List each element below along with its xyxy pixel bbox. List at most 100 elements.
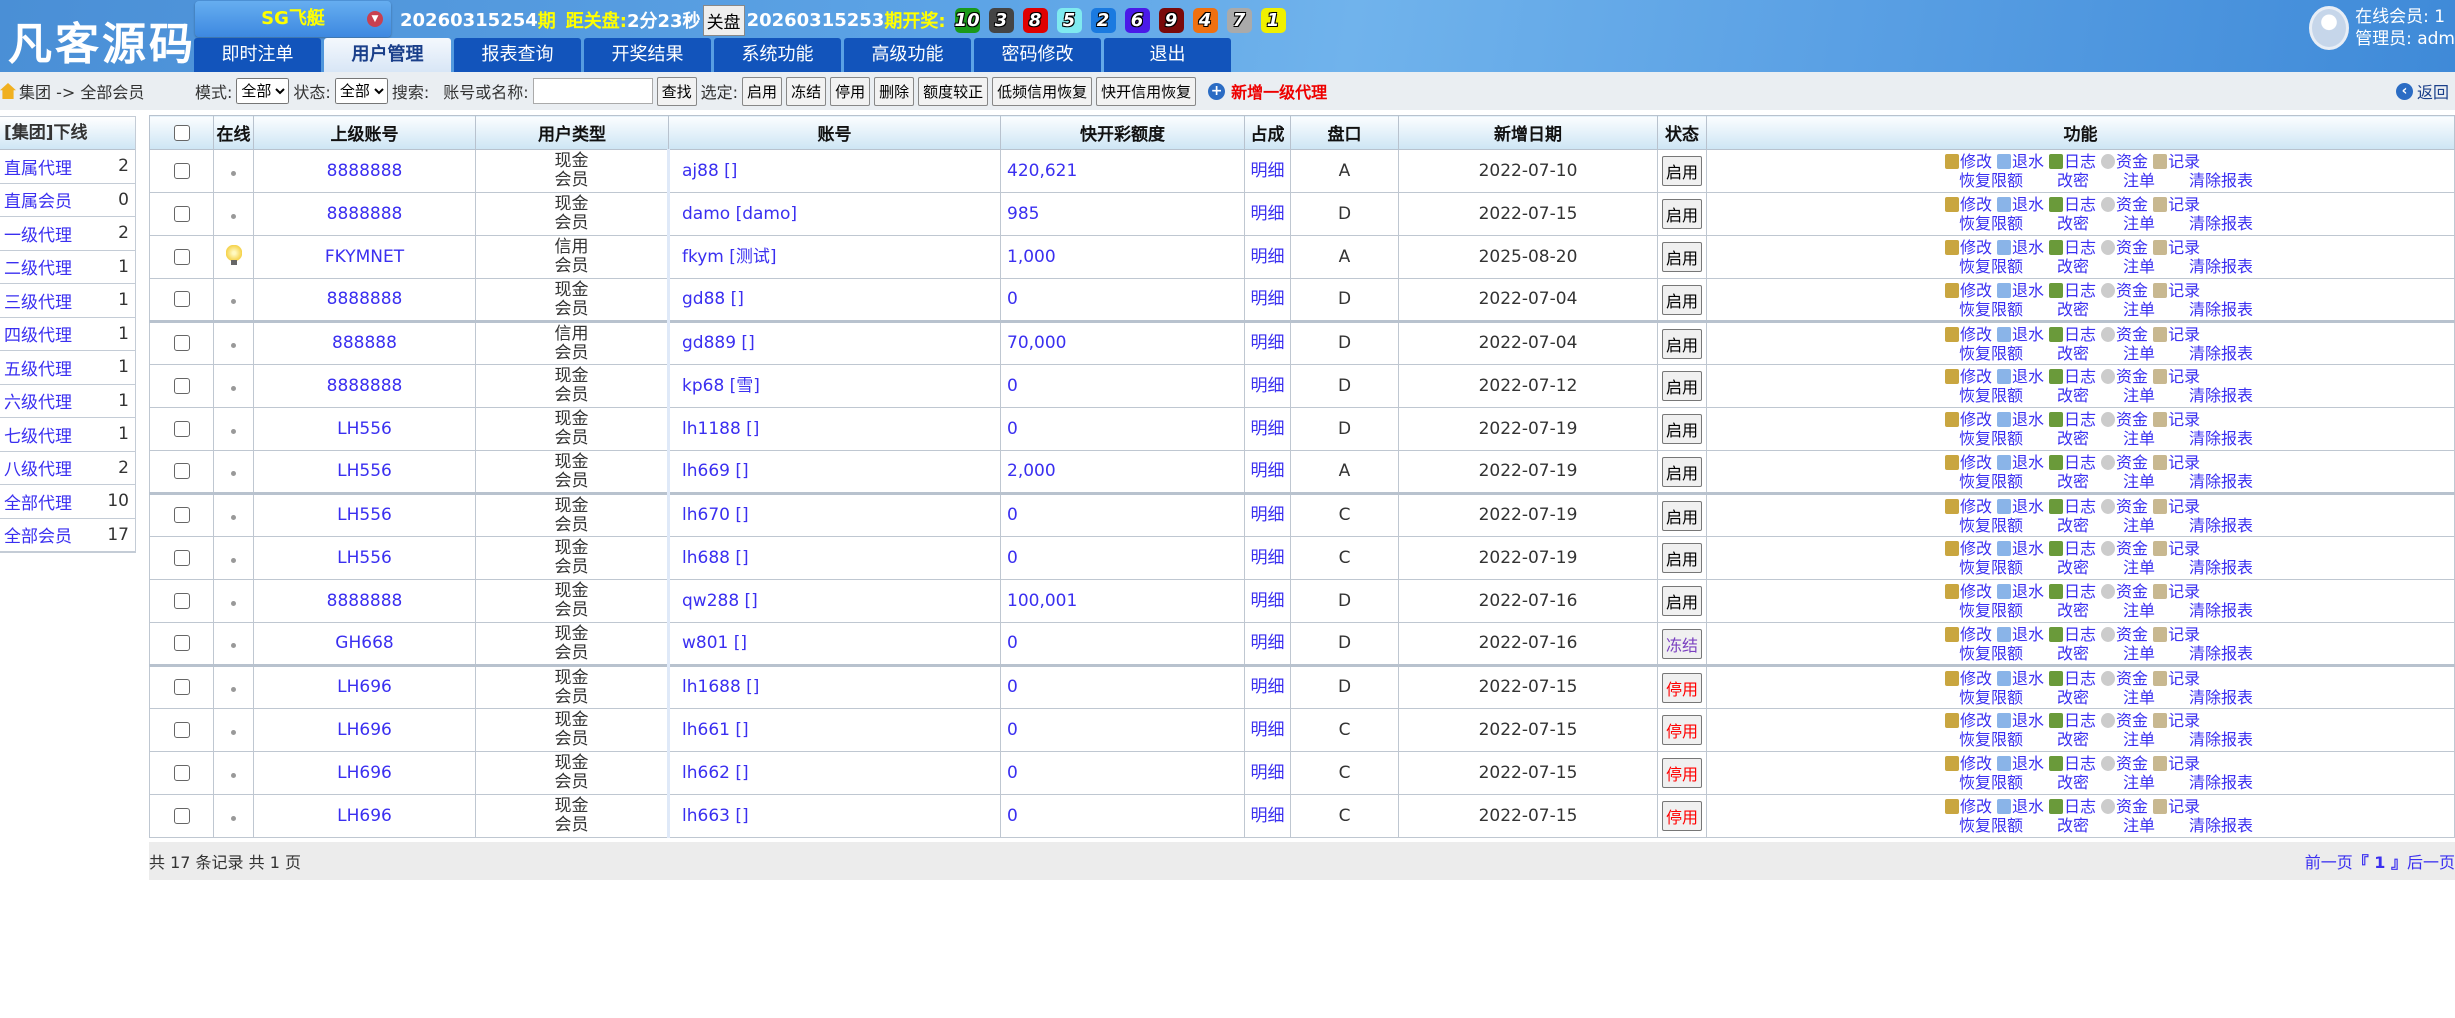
function-link[interactable]: 注单 — [2123, 429, 2156, 448]
status-button[interactable]: 启用 — [1661, 500, 1702, 531]
function-link[interactable]: 记录 — [2168, 152, 2201, 171]
function-link[interactable]: 清除报表 — [2189, 386, 2254, 405]
parent-account-link[interactable]: 8888888 — [326, 289, 403, 309]
limit-link[interactable]: 420,621 — [1007, 160, 1078, 181]
add-agent-link[interactable]: 新增一级代理 — [1231, 83, 1328, 102]
function-link[interactable]: 日志 — [2064, 624, 2097, 644]
function-link[interactable]: 注单 — [2123, 773, 2156, 792]
parent-account-link[interactable]: 8888888 — [326, 590, 403, 611]
account-link[interactable]: lh1688 [] — [682, 677, 760, 697]
parent-account-link[interactable]: LH556 — [337, 461, 392, 481]
function-link[interactable]: 清除报表 — [2189, 257, 2254, 276]
status-button[interactable]: 启用 — [1661, 371, 1702, 401]
function-link[interactable]: 恢复限额 — [1959, 343, 2024, 363]
function-link[interactable]: 改密 — [2057, 601, 2090, 620]
account-link[interactable]: w801 [] — [682, 633, 748, 653]
detail-link[interactable]: 明细 — [1250, 677, 1285, 697]
function-link[interactable]: 资金 — [2116, 624, 2149, 644]
detail-link[interactable]: 明细 — [1250, 418, 1285, 439]
function-link[interactable]: 记录 — [2168, 582, 2201, 601]
function-link[interactable]: 日志 — [2064, 452, 2097, 472]
function-link[interactable]: 改密 — [2057, 343, 2090, 363]
parent-account-link[interactable]: LH556 — [337, 505, 392, 525]
function-link[interactable]: 修改 — [1960, 754, 1993, 773]
function-link[interactable]: 恢复限额 — [1959, 687, 2024, 707]
function-link[interactable]: 日志 — [2064, 410, 2097, 429]
function-link[interactable]: 记录 — [2168, 452, 2201, 472]
function-link[interactable]: 退水 — [2012, 452, 2045, 472]
account-link[interactable]: qw288 [] — [682, 590, 758, 611]
function-link[interactable]: 记录 — [2168, 624, 2201, 644]
function-link[interactable]: 退水 — [2012, 754, 2045, 773]
function-link[interactable]: 修改 — [1960, 238, 1993, 257]
function-link[interactable]: 恢复限额 — [1959, 816, 2024, 835]
function-link[interactable]: 退水 — [2012, 711, 2045, 730]
row-checkbox[interactable] — [173, 420, 190, 437]
function-link[interactable]: 改密 — [2057, 214, 2090, 233]
function-link[interactable]: 注单 — [2123, 386, 2156, 405]
function-link[interactable]: 退水 — [2012, 624, 2045, 644]
row-checkbox[interactable] — [173, 592, 190, 609]
function-link[interactable]: 资金 — [2116, 754, 2149, 773]
account-link[interactable]: aj88 [] — [682, 160, 738, 181]
detail-link[interactable]: 明细 — [1250, 762, 1285, 783]
function-link[interactable]: 资金 — [2116, 280, 2149, 300]
bulk-action-button[interactable]: 启用 — [742, 76, 783, 106]
function-link[interactable]: 改密 — [2057, 471, 2090, 491]
limit-link[interactable]: 0 — [1007, 762, 1018, 783]
function-link[interactable]: 清除报表 — [2189, 601, 2254, 620]
function-link[interactable]: 记录 — [2168, 280, 2201, 300]
row-checkbox[interactable] — [173, 549, 190, 566]
detail-link[interactable]: 明细 — [1250, 547, 1285, 568]
function-link[interactable]: 记录 — [2168, 754, 2201, 773]
status-button[interactable]: 启用 — [1661, 242, 1702, 272]
function-link[interactable]: 注单 — [2123, 257, 2156, 276]
function-link[interactable]: 清除报表 — [2189, 299, 2254, 319]
function-link[interactable]: 修改 — [1960, 711, 1993, 730]
function-link[interactable]: 日志 — [2064, 754, 2097, 773]
limit-link[interactable]: 0 — [1007, 375, 1018, 396]
function-link[interactable]: 恢复限额 — [1959, 257, 2024, 276]
sidebar-item[interactable]: 全部代理 10 — [0, 485, 135, 519]
function-link[interactable]: 清除报表 — [2189, 171, 2254, 190]
function-link[interactable]: 清除报表 — [2189, 773, 2254, 792]
mode-select[interactable]: 全部 — [236, 78, 290, 104]
function-link[interactable]: 改密 — [2057, 730, 2090, 749]
function-link[interactable]: 日志 — [2064, 582, 2097, 601]
function-link[interactable]: 修改 — [1960, 668, 1993, 688]
status-button[interactable]: 停用 — [1661, 801, 1702, 831]
close-market-button[interactable]: 关盘 — [702, 4, 745, 36]
limit-link[interactable]: 0 — [1007, 289, 1018, 309]
status-button[interactable]: 冻结 — [1661, 628, 1702, 659]
prev-page-link[interactable]: 前一页 — [2304, 853, 2353, 872]
function-link[interactable]: 改密 — [2057, 558, 2090, 577]
function-link[interactable]: 注单 — [2123, 515, 2156, 535]
row-checkbox[interactable] — [173, 721, 190, 738]
function-link[interactable]: 记录 — [2168, 195, 2201, 214]
function-link[interactable]: 恢复限额 — [1959, 730, 2024, 749]
parent-account-link[interactable]: LH556 — [337, 547, 392, 568]
function-link[interactable]: 记录 — [2168, 324, 2201, 344]
function-link[interactable]: 退水 — [2012, 539, 2045, 558]
function-link[interactable]: 注单 — [2123, 643, 2156, 663]
function-link[interactable]: 恢复限额 — [1959, 429, 2024, 448]
current-page[interactable]: 『 1 』 — [2352, 853, 2407, 872]
function-link[interactable]: 修改 — [1960, 324, 1993, 344]
account-link[interactable]: gd88 [] — [682, 289, 744, 309]
parent-account-link[interactable]: LH696 — [337, 677, 392, 697]
row-checkbox[interactable] — [173, 162, 190, 179]
parent-account-link[interactable]: 8888888 — [326, 375, 403, 396]
function-link[interactable]: 日志 — [2064, 238, 2097, 257]
row-checkbox[interactable] — [173, 807, 190, 824]
status-button[interactable]: 启用 — [1661, 328, 1702, 359]
function-link[interactable]: 修改 — [1960, 410, 1993, 429]
function-link[interactable]: 注单 — [2123, 343, 2156, 363]
status-button[interactable]: 启用 — [1661, 414, 1702, 444]
tab-5[interactable]: 高级功能 — [844, 38, 971, 72]
function-link[interactable]: 资金 — [2116, 238, 2149, 257]
row-checkbox[interactable] — [173, 507, 190, 523]
tab-0[interactable]: 即时注单 — [194, 38, 321, 72]
sidebar-item[interactable]: 六级代理 1 — [0, 385, 135, 418]
row-checkbox[interactable] — [173, 764, 190, 781]
limit-link[interactable]: 0 — [1007, 677, 1018, 697]
